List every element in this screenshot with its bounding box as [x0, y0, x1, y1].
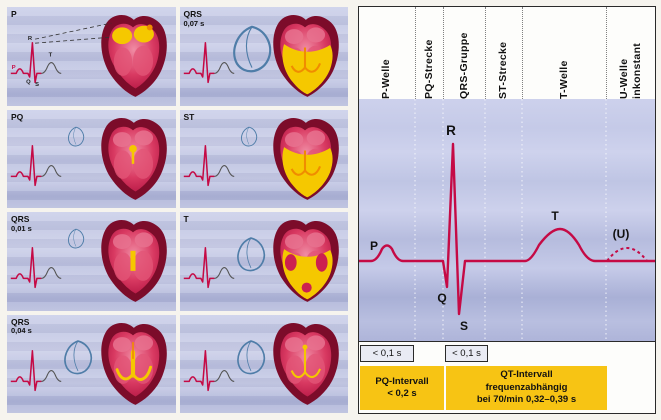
wave-label-q: Q	[437, 291, 446, 305]
mini-ecg-trace	[182, 349, 235, 391]
column-p-welle: P-Welle	[359, 7, 415, 99]
phase-panel-pq: PQ	[7, 109, 176, 208]
ecg-plot: P Q R S T (U)	[359, 99, 655, 342]
duration-row: < 0,1 s < 0,1 s	[359, 342, 655, 366]
phase-panel-qrs-004: QRS 0,04 s	[7, 314, 176, 413]
vector-loop	[68, 228, 85, 249]
phase-label: QRS 0,01 s	[11, 214, 32, 233]
phase-duration: 0,07 s	[183, 18, 205, 28]
mini-q-label: Q	[26, 79, 31, 85]
phase-label: P	[11, 9, 17, 20]
mini-ecg-trace	[182, 42, 235, 84]
wave-label-u: (U)	[613, 227, 630, 241]
column-label-2: inkonstant	[631, 42, 643, 99]
phase-duration: 0,04 s	[11, 326, 32, 336]
interval-row: PQ-Intervall < 0,2 s QT-Intervall freque…	[359, 366, 655, 412]
phase-name: QRS	[11, 316, 30, 327]
column-label: P-Welle	[380, 59, 393, 99]
column-label: T-Welle	[557, 60, 570, 99]
p-wave-duration-box: < 0,1 s	[360, 345, 414, 362]
wave-label-t: T	[551, 209, 559, 223]
pq-interval-line1: PQ-Intervall	[375, 375, 429, 387]
heart-illustration-fully-excited	[273, 117, 339, 200]
mini-p-label: P	[12, 65, 16, 71]
heart-illustration-spreading-excitation	[100, 322, 167, 405]
heart-illustration-repolarizing	[273, 220, 339, 302]
phase-name: ST	[183, 111, 195, 122]
qt-interval-line1: QT-Intervall	[500, 369, 553, 381]
mini-ecg-trace	[10, 144, 62, 186]
wave-label-p: P	[370, 239, 378, 253]
pq-interval-box: PQ-Intervall < 0,2 s	[360, 366, 444, 410]
ecg-curve: P Q R S T (U)	[359, 99, 655, 341]
phase-name: T	[183, 214, 189, 224]
column-t-welle: T-Welle	[522, 7, 606, 99]
phase-name: QRS	[183, 9, 202, 19]
wave-label-s: S	[460, 319, 468, 333]
qt-interval-box: QT-Intervall frequenzabhängig bei 70/min…	[446, 366, 607, 410]
phase-label: QRS 0,07 s	[183, 9, 205, 28]
phase-label: QRS 0,04 s	[11, 316, 32, 336]
phase-name: P	[11, 9, 17, 19]
column-label: U-Welle	[617, 58, 630, 99]
heart-illustration-septum-excited	[100, 220, 167, 302]
mini-ecg-trace	[10, 247, 62, 289]
ecg-timing-panel: P-Welle PQ-Strecke QRS-Gruppe ST-Strecke…	[358, 6, 656, 414]
phase-panel-p: P R P Q S T	[7, 7, 176, 106]
phase-panel-st: ST	[179, 109, 348, 208]
mini-ecg-trace	[182, 144, 235, 186]
phase-label: ST	[183, 111, 195, 123]
phase-label: PQ	[11, 111, 24, 123]
column-st-strecke: ST-Strecke	[485, 7, 522, 99]
phase-panels-grid: P R P Q S T QRS 0,07 s	[7, 7, 348, 413]
mini-s-label: S	[35, 82, 39, 88]
callout-dashed-lines	[35, 22, 112, 44]
mini-r-label: R	[28, 36, 33, 42]
column-u-welle: U-Welle inkonstant	[606, 7, 655, 99]
mini-t-label: T	[49, 52, 53, 58]
phase-duration: 0,01 s	[11, 223, 32, 233]
heart-illustration-resting	[273, 322, 339, 405]
phase-name: QRS	[11, 214, 30, 224]
qrs-duration-box: < 0,1 s	[445, 345, 488, 362]
heart-illustration-ventricles-excited	[273, 15, 339, 97]
mini-ecg-trace: R P Q S T	[10, 36, 62, 88]
phase-panel-end	[179, 314, 348, 413]
heart-illustration-av-node	[100, 117, 167, 200]
mini-ecg-trace	[182, 247, 235, 289]
qt-interval-line3: bei 70/min 0,32–0,39 s	[476, 394, 577, 406]
column-qrs-gruppe: QRS-Gruppe	[443, 7, 485, 99]
wave-label-r: R	[446, 123, 456, 138]
phase-panel-qrs-001: QRS 0,01 s	[7, 212, 176, 311]
column-label: ST-Strecke	[497, 41, 510, 99]
mini-ecg-trace	[10, 349, 62, 391]
phase-name: PQ	[11, 111, 24, 122]
qt-interval-line2: frequenzabhängig	[485, 381, 568, 393]
vector-loop	[68, 126, 85, 146]
phase-panel-qrs-007: QRS 0,07 s	[179, 7, 348, 106]
column-label: QRS-Gruppe	[457, 32, 470, 99]
vector-loop	[240, 126, 257, 146]
column-headers: P-Welle PQ-Strecke QRS-Gruppe ST-Strecke…	[359, 7, 655, 99]
phase-panel-t: T	[179, 212, 348, 311]
pq-interval-line2: < 0,2 s	[387, 388, 417, 399]
column-label: PQ-Strecke	[422, 39, 435, 99]
phase-label: T	[183, 214, 189, 225]
column-pq-strecke: PQ-Strecke	[415, 7, 443, 99]
